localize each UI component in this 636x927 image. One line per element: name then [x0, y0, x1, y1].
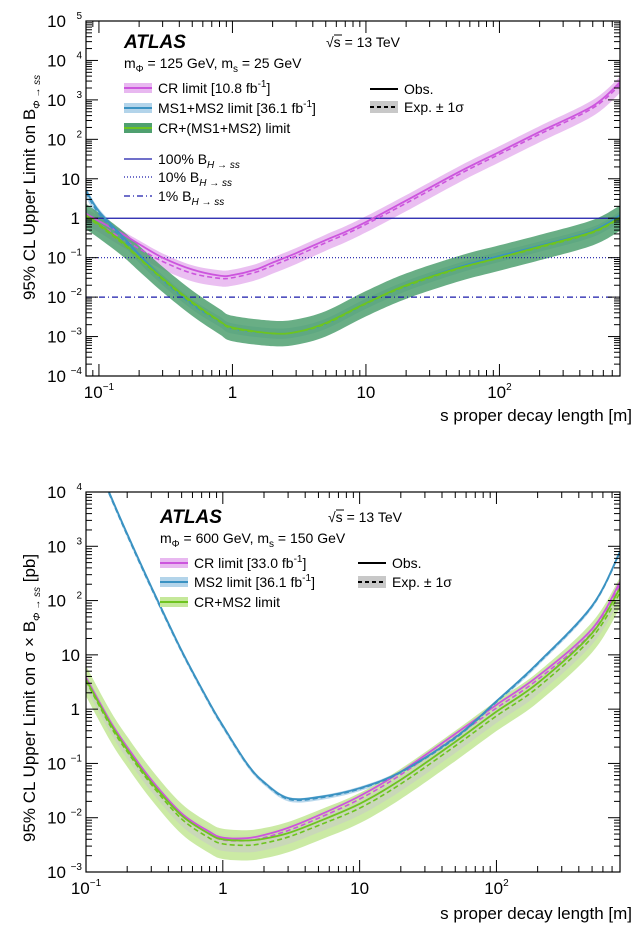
- top-band-comb: [86, 203, 620, 347]
- top-bands: [86, 76, 620, 347]
- top-mass-label: mΦ = 125 GeV, ms = 25 GeV: [124, 55, 302, 75]
- bottom-line-obs-comb: [86, 587, 620, 842]
- bottom-x-tick-label: 10−1: [71, 878, 102, 898]
- top-line-obs-cr: [86, 81, 620, 278]
- top-y-tick-label: 10: [47, 249, 66, 268]
- top-y-tick-label: 10: [61, 170, 80, 189]
- bottom-x-axis-title: s proper decay length [m]: [440, 904, 632, 923]
- top-y-tick-label: 10: [47, 367, 66, 386]
- top-line-exp-cr: [86, 84, 620, 280]
- bottom-legend: CR limit [33.0 fb-1] MS2 limit [36.1 fb-…: [160, 554, 452, 610]
- top-y-tick-label: 10: [47, 288, 66, 307]
- top-y-tick-label: 10: [47, 91, 66, 110]
- bottom-legend-obs-label: Obs.: [392, 555, 422, 571]
- bottom-y-tick-label: 10: [47, 483, 66, 502]
- bottom-band-comb: [86, 577, 620, 861]
- bottom-legend-ms-label: MS2 limit [36.1 fb-1]: [194, 573, 315, 590]
- top-y-tick-exponent: −3: [71, 327, 83, 338]
- top-y-axis-title: 95% CL Upper Limit on BΦ → ss: [20, 75, 43, 300]
- top-legend-comb-label: CR+(MS1+MS2) limit: [158, 120, 290, 136]
- top-x-axis-title: s proper decay length [m]: [440, 406, 632, 425]
- bottom-line-obs-cr: [86, 581, 620, 840]
- top-legend-ms-label: MS1+MS2 limit [36.1 fb-1]: [158, 99, 316, 116]
- top-legend-exp-label: Exp. ± 1σ: [404, 99, 464, 115]
- top-lines: [86, 81, 620, 335]
- top-y-tick-label: 1: [71, 209, 80, 228]
- top-x-tick-label: 102: [487, 382, 512, 402]
- bottom-y-tick-exponent: −1: [71, 753, 83, 764]
- bottom-y-tick-label: 10: [47, 809, 66, 828]
- top-atlas-label: ATLAS: [123, 32, 186, 53]
- top-ticks: [85, 20, 621, 377]
- bottom-y-tick-exponent: −2: [71, 808, 83, 819]
- bottom-legend-comb-label: CR+MS2 limit: [194, 594, 280, 610]
- top-energy-label: √s = 13 TeV: [326, 34, 401, 50]
- bottom-atlas-label: ATLAS: [159, 507, 222, 528]
- top-y-tick-exponent: −4: [71, 366, 83, 377]
- top-y-tick-exponent: 2: [76, 129, 82, 140]
- bottom-y-tick-exponent: 4: [76, 482, 82, 493]
- top-legend-obs-label: Obs.: [404, 81, 434, 97]
- top-y-tick-exponent: −1: [71, 248, 83, 259]
- bottom-bands: [86, 492, 620, 861]
- bottom-x-tick-label: 10: [350, 879, 369, 898]
- top-y-tick-label: 10: [47, 130, 66, 149]
- bottom-line-exp-comb: [86, 592, 620, 847]
- bottom-y-tick-label: 10: [47, 592, 66, 611]
- bottom-ticks: [85, 491, 621, 873]
- top-legend-ref1-label: 1% BH → ss: [158, 188, 224, 208]
- top-x-tick-label: 10−1: [84, 382, 115, 402]
- top-x-tick-label: 10: [356, 383, 375, 402]
- bottom-y-tick-exponent: 3: [76, 536, 82, 547]
- bottom-lines: [86, 492, 620, 847]
- bottom-y-tick-label: 10: [47, 863, 66, 882]
- bottom-line-obs-ms: [108, 492, 620, 801]
- top-y-tick-exponent: 4: [76, 50, 82, 61]
- bottom-y-tick-label: 1: [71, 700, 80, 719]
- bottom-y-tick-label: 10: [47, 754, 66, 773]
- top-legend-ref10-label: 10% BH → ss: [158, 169, 232, 189]
- top-legend-ref100-label: 100% BH → ss: [158, 151, 240, 171]
- top-y-tick-label: 10: [47, 12, 66, 31]
- bottom-x-tick-label: 102: [484, 878, 509, 898]
- bottom-y-tick-exponent: −3: [71, 862, 83, 873]
- bottom-y-tick-exponent: 2: [76, 591, 82, 602]
- top-y-tick-label: 10: [47, 51, 66, 70]
- top-legend-cr-label: CR limit [10.8 fb-1]: [158, 79, 270, 96]
- bottom-legend-exp-label: Exp. ± 1σ: [392, 574, 452, 590]
- bottom-legend-cr-label: CR limit [33.0 fb-1]: [194, 554, 306, 571]
- bottom-y-tick-label: 10: [47, 537, 66, 556]
- top-y-tick-exponent: 5: [76, 11, 82, 22]
- bottom-y-axis-title: 95% CL Upper Limit on σ × BΦ → ss [pb]: [20, 554, 43, 842]
- bottom-mass-label: mΦ = 600 GeV, ms = 150 GeV: [160, 530, 346, 550]
- bottom-y-tick-label: 10: [61, 646, 80, 665]
- bottom-energy-label: √s = 13 TeV: [328, 509, 403, 525]
- top-y-tick-exponent: −2: [71, 287, 83, 298]
- bottom-x-tick-label: 1: [218, 879, 227, 898]
- top-y-tick-exponent: 3: [76, 90, 82, 101]
- top-x-tick-label: 1: [228, 383, 237, 402]
- top-legend: CR limit [10.8 fb-1] MS1+MS2 limit [36.1…: [124, 79, 464, 208]
- top-y-tick-label: 10: [47, 328, 66, 347]
- top-line-obs-comb: [86, 214, 620, 335]
